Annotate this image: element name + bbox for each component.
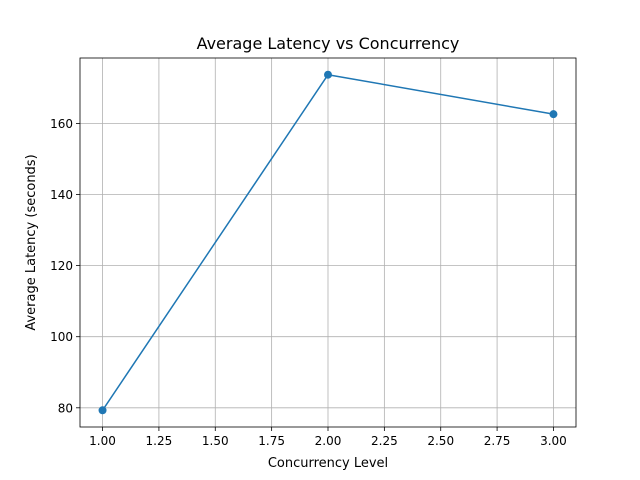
y-axis-label: Average Latency (seconds) [24, 154, 39, 330]
y-axis-ticks: 80 100 120 140 160 [50, 117, 80, 415]
x-tick-label: 1.25 [146, 434, 173, 448]
x-axis-label: Concurrency Level [268, 456, 388, 471]
x-tick-label: 2.50 [427, 434, 454, 448]
x-tick-label: 1.00 [89, 434, 116, 448]
x-tick-label: 1.50 [202, 434, 229, 448]
y-tick-label: 120 [50, 259, 73, 273]
data-point [98, 406, 107, 415]
y-tick-label: 100 [50, 330, 73, 344]
x-tick-label: 3.00 [540, 434, 567, 448]
chart-title: Average Latency vs Concurrency [197, 34, 460, 53]
x-tick-label: 2.25 [371, 434, 398, 448]
x-tick-label: 2.75 [484, 434, 511, 448]
y-tick-label: 80 [58, 401, 73, 415]
data-point [549, 110, 558, 119]
series [98, 70, 558, 415]
grid [80, 58, 576, 427]
x-tick-label: 2.00 [315, 434, 342, 448]
y-tick-label: 160 [50, 117, 73, 131]
y-tick-label: 140 [50, 188, 73, 202]
x-axis-ticks: 1.00 1.25 1.50 1.75 2.00 2.25 2.50 2.75 3.00 [89, 427, 567, 448]
data-point [324, 70, 332, 79]
x-tick-label: 1.75 [258, 434, 285, 448]
plot-frame [79, 57, 577, 428]
